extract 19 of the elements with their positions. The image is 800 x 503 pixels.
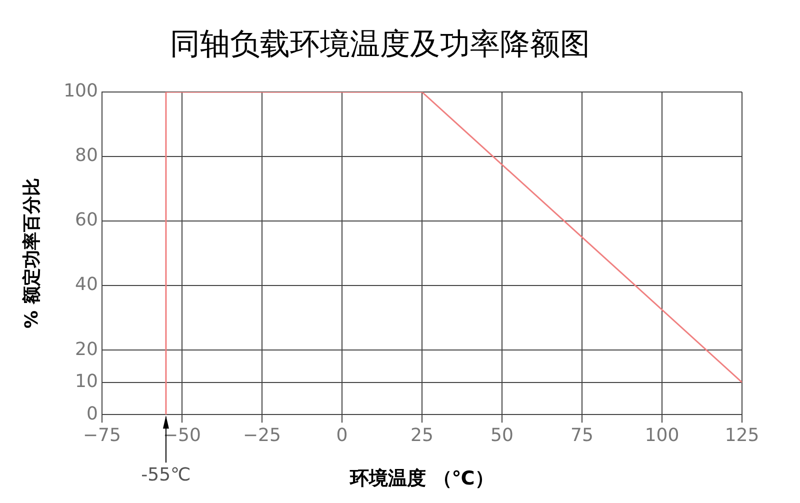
x-tick-label: 0 xyxy=(336,425,348,446)
y-tick-label: 60 xyxy=(75,210,98,231)
x-tick-label: −75 xyxy=(82,425,121,446)
x-tick-label: 100 xyxy=(644,425,680,446)
y-tick-label: 0 xyxy=(86,403,98,424)
annotation: -55℃ xyxy=(141,464,191,486)
y-tick-label: 10 xyxy=(75,371,98,392)
y-axis-title: % 额定功率百分比 xyxy=(21,178,42,328)
y-tick-label: 20 xyxy=(75,338,98,360)
chart-title: 同轴负载环境温度及功率降额图 xyxy=(170,26,590,62)
x-tick-label: 125 xyxy=(724,425,760,446)
x-tick-label: 25 xyxy=(410,425,434,446)
y-tick-label: 100 xyxy=(64,80,98,102)
y-tick-label: 40 xyxy=(75,274,98,296)
x-tick-label: 50 xyxy=(490,425,514,446)
x-axis-title: 环境温度 （℃） xyxy=(349,468,494,490)
y-tick-label: 80 xyxy=(75,145,98,166)
x-tick-label: −25 xyxy=(242,425,281,446)
x-tick-label: 75 xyxy=(570,425,594,446)
